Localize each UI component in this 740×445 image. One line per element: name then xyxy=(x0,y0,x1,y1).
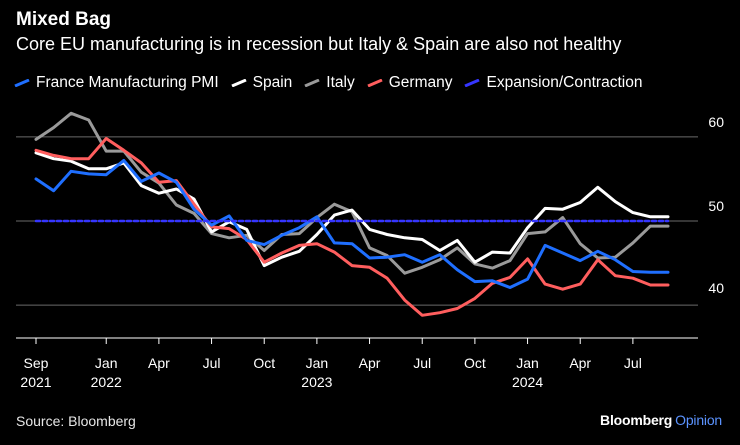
series-line-germany xyxy=(34,137,670,317)
x-tick-year-0: 2021 xyxy=(20,374,51,390)
x-tick-label-10: Jul xyxy=(203,355,221,371)
legend-swatch-spain xyxy=(231,79,247,87)
x-tick-label-25: Oct xyxy=(464,355,486,371)
x-tick-label-19: Apr xyxy=(359,355,381,371)
x-tick-label-4: Jan xyxy=(95,355,118,371)
legend-label-italy: Italy xyxy=(326,74,355,91)
legend-label-germany: Germany xyxy=(388,74,453,91)
y-tick-label-50: 50 xyxy=(708,198,724,214)
x-tick-year-16: 2023 xyxy=(301,374,332,390)
source-note: Source: Bloomberg xyxy=(16,413,136,429)
legend-item-expansion-contraction: Expansion/Contraction xyxy=(464,74,642,92)
x-tick-year-4: 2022 xyxy=(91,374,122,390)
x-tick-label-13: Oct xyxy=(253,355,275,371)
legend-item-germany: Germany xyxy=(367,74,453,92)
legend-item-france: France Manufacturing PMI xyxy=(14,74,219,92)
x-tick-year-28: 2024 xyxy=(512,374,543,390)
series-line-spain xyxy=(34,151,670,268)
legend-swatch-germany xyxy=(367,79,383,87)
series-line-france-manufacturing-pmi xyxy=(34,158,670,289)
y-tick-label-60: 60 xyxy=(708,114,724,130)
x-tick-label-16: Jan xyxy=(306,355,329,371)
legend-label-france: France Manufacturing PMI xyxy=(36,74,219,91)
x-tick-label-34: Jul xyxy=(624,355,642,371)
x-tick-label-0: Sep xyxy=(24,355,49,371)
brand-logo: Bloomberg Opinion xyxy=(600,412,722,428)
x-tick-label-28: Jan xyxy=(516,355,539,371)
legend-item-italy: Italy xyxy=(304,74,355,92)
legend-swatch-expansion-contraction xyxy=(464,79,481,87)
chart-legend: France Manufacturing PMI Spain Italy Ger… xyxy=(14,72,654,94)
legend-swatch-italy xyxy=(304,79,320,87)
brand-main: Bloomberg xyxy=(600,412,673,428)
x-tick-label-22: Jul xyxy=(413,355,431,371)
legend-item-spain: Spain xyxy=(231,74,293,92)
legend-label-expansion-contraction: Expansion/Contraction xyxy=(486,74,643,91)
legend-swatch-france xyxy=(14,79,30,87)
brand-sub: Opinion xyxy=(675,412,722,428)
x-tick-label-7: Apr xyxy=(148,355,170,371)
chart-subtitle: Core EU manufacturing is in recession bu… xyxy=(16,34,622,54)
x-tick-label-31: Apr xyxy=(569,355,591,371)
chart-title: Mixed Bag xyxy=(16,9,112,30)
y-tick-label-40: 40 xyxy=(708,280,724,296)
legend-label-spain: Spain xyxy=(252,74,293,91)
